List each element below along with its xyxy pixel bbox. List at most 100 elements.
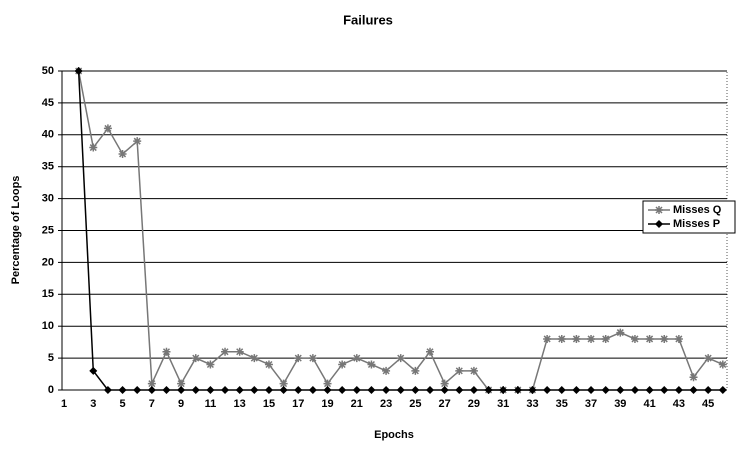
data-point	[147, 379, 156, 388]
data-point	[206, 360, 215, 369]
data-point	[103, 386, 112, 394]
data-point	[587, 386, 596, 394]
data-point	[513, 386, 522, 394]
data-point	[543, 386, 552, 394]
data-point	[147, 386, 156, 394]
data-point	[382, 366, 391, 375]
data-point	[440, 386, 449, 394]
data-point	[74, 67, 83, 75]
data-point	[264, 360, 273, 369]
data-point	[279, 386, 288, 394]
data-point	[352, 386, 361, 394]
x-tick-label: 3	[90, 398, 96, 410]
x-tick-label: 9	[178, 398, 184, 410]
data-point	[89, 143, 98, 152]
data-point	[133, 137, 142, 146]
y-tick-label: 25	[42, 224, 54, 236]
legend-marker	[655, 220, 663, 228]
data-point	[660, 334, 669, 343]
data-point	[221, 386, 230, 394]
data-point	[294, 354, 303, 363]
data-point	[162, 386, 171, 394]
y-tick-label: 40	[42, 129, 54, 141]
data-point	[704, 386, 713, 394]
x-tick-label: 21	[351, 398, 363, 410]
data-point	[601, 334, 610, 343]
data-point	[426, 386, 434, 394]
data-point	[352, 354, 361, 363]
data-point	[674, 334, 683, 343]
y-tick-label: 5	[48, 352, 54, 364]
data-point	[221, 347, 230, 356]
data-point	[528, 386, 537, 394]
x-tick-label: 29	[468, 398, 480, 410]
x-tick-label: 15	[263, 398, 275, 410]
data-point	[630, 386, 639, 394]
data-point	[616, 386, 625, 394]
data-point	[630, 334, 639, 343]
data-point	[689, 373, 698, 382]
x-tick-label: 45	[702, 398, 714, 410]
data-point	[572, 386, 581, 394]
data-point	[279, 379, 288, 388]
y-tick-label: 20	[42, 256, 54, 268]
data-point	[718, 360, 727, 369]
data-point	[382, 386, 391, 394]
data-point	[704, 354, 713, 363]
data-point	[645, 386, 654, 394]
y-tick-label: 15	[42, 288, 54, 300]
data-point	[367, 386, 376, 394]
data-point	[338, 360, 347, 369]
data-point	[250, 386, 259, 394]
data-point	[411, 366, 420, 375]
y-tick-label: 45	[42, 97, 54, 109]
data-point	[660, 386, 669, 394]
data-point	[674, 386, 683, 394]
data-point	[718, 386, 727, 394]
data-point	[396, 386, 405, 394]
data-point	[455, 386, 464, 394]
data-point	[396, 354, 405, 363]
data-point	[323, 379, 332, 388]
data-point	[294, 386, 303, 394]
x-tick-label: 17	[292, 398, 304, 410]
chart-title: Failures	[343, 12, 393, 27]
legend-label: Misses Q	[673, 204, 722, 216]
y-tick-label: 0	[48, 384, 54, 396]
data-point	[587, 334, 596, 343]
y-tick-label: 50	[42, 65, 54, 77]
data-point	[323, 386, 332, 394]
data-point	[235, 386, 244, 394]
x-axis-label: Epochs	[374, 429, 414, 441]
x-tick-label: 27	[439, 398, 451, 410]
x-tick-label: 25	[409, 398, 421, 410]
x-tick-label: 39	[614, 398, 626, 410]
y-axis-label: Percentage of Loops	[10, 176, 22, 285]
data-point	[469, 366, 478, 375]
data-point	[440, 379, 449, 388]
data-point	[469, 386, 478, 394]
data-point	[89, 366, 98, 375]
data-point	[191, 354, 200, 363]
data-point	[235, 347, 244, 356]
data-point	[601, 386, 610, 394]
data-point	[206, 386, 215, 394]
data-point	[177, 379, 186, 388]
data-point	[103, 124, 112, 133]
data-point	[557, 386, 566, 394]
x-tick-label: 1	[61, 398, 67, 410]
data-point	[118, 386, 127, 394]
data-point	[616, 328, 625, 337]
x-tick-label: 35	[556, 398, 568, 410]
data-point	[177, 386, 186, 394]
x-tick-label: 7	[149, 398, 155, 410]
data-point	[338, 386, 347, 394]
data-point	[308, 386, 317, 394]
data-point	[162, 347, 171, 356]
data-point	[367, 360, 376, 369]
x-tick-label: 13	[234, 398, 246, 410]
y-tick-label: 10	[42, 320, 54, 332]
data-point	[645, 334, 654, 343]
data-point	[572, 334, 581, 343]
